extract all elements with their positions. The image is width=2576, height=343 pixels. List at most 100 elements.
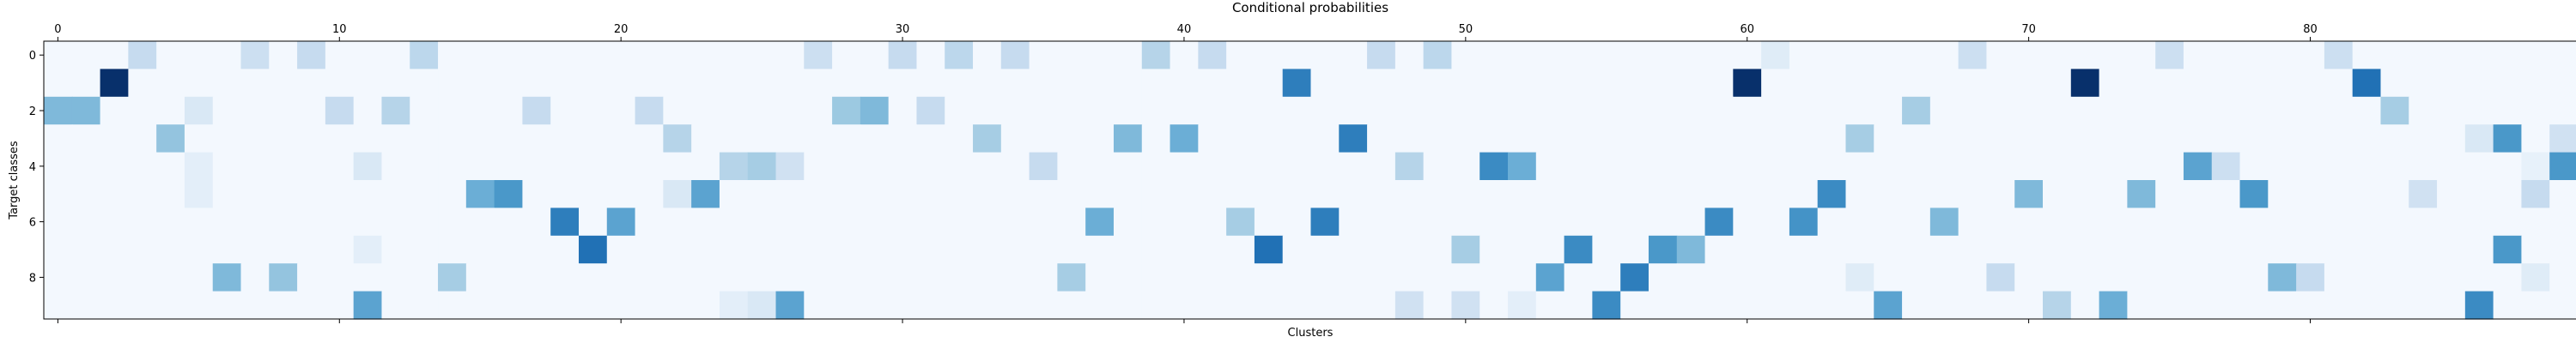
heatmap-cell	[2296, 291, 2325, 320]
heatmap-cell	[1479, 124, 1509, 153]
heatmap-cell	[888, 96, 918, 125]
heatmap-cell	[804, 180, 833, 208]
heatmap-cell	[1620, 263, 1649, 292]
heatmap-cell	[2127, 235, 2156, 264]
heatmap-cell	[297, 124, 326, 153]
x-tick-label: 60	[1740, 23, 1754, 36]
heatmap-cell	[719, 69, 749, 98]
heatmap-cell	[1141, 41, 1171, 69]
heatmap-cell	[1986, 235, 2015, 264]
heatmap-cell	[2437, 180, 2466, 208]
heatmap-cell	[100, 235, 129, 264]
heatmap-cell	[635, 69, 664, 98]
heatmap-cell	[2380, 180, 2409, 208]
heatmap-cell	[156, 69, 185, 98]
heatmap-cell	[1254, 69, 1284, 98]
heatmap-cell	[1704, 208, 1734, 237]
heatmap-cell	[747, 208, 777, 237]
heatmap-cell	[1535, 96, 1565, 125]
heatmap-cell	[1817, 208, 1847, 237]
heatmap-cell	[2521, 69, 2550, 98]
heatmap-cell	[1029, 235, 1058, 264]
heatmap-cell	[325, 235, 355, 264]
heatmap-cell	[1902, 69, 1931, 98]
heatmap-cell	[1733, 69, 1762, 98]
heatmap-cell	[1170, 208, 1199, 237]
heatmap-cell	[1029, 152, 1058, 181]
heatmap-cell	[635, 152, 664, 181]
heatmap-cell	[44, 96, 73, 125]
heatmap-cell	[100, 96, 129, 125]
heatmap-cell	[2070, 180, 2100, 208]
heatmap-cell	[2380, 152, 2409, 181]
heatmap-cell	[2493, 291, 2523, 320]
heatmap-cell	[1029, 124, 1058, 153]
heatmap-cell	[2211, 180, 2241, 208]
heatmap-cell	[1113, 124, 1143, 153]
heatmap-cell	[2521, 96, 2550, 125]
heatmap-cell	[2352, 152, 2382, 181]
heatmap-cell	[578, 235, 608, 264]
heatmap-cell	[522, 291, 551, 320]
heatmap-cell	[1141, 69, 1171, 98]
heatmap-cell	[1339, 208, 1368, 237]
heatmap-cell	[1733, 235, 1762, 264]
heatmap-cell	[1986, 41, 2015, 69]
x-tick-label: 70	[2021, 23, 2036, 36]
heatmap-cell	[860, 180, 890, 208]
heatmap-cell	[297, 96, 326, 125]
heatmap-cell	[465, 69, 495, 98]
heatmap-cell	[973, 263, 1002, 292]
heatmap-cell	[325, 208, 355, 237]
heatmap-cell	[2043, 291, 2072, 320]
heatmap-cell	[1508, 152, 1537, 181]
heatmap-cell	[2324, 208, 2354, 237]
heatmap-cell	[1929, 41, 1959, 69]
heatmap-cell	[1423, 263, 1453, 292]
heatmap-cell	[860, 69, 890, 98]
heatmap-cell	[973, 291, 1002, 320]
heatmap-cell	[2437, 96, 2466, 125]
heatmap-cell	[916, 96, 945, 125]
heatmap-cell	[860, 152, 890, 181]
heatmap-cell	[2070, 263, 2100, 292]
heatmap-cell	[325, 291, 355, 320]
heatmap-cell	[465, 41, 495, 69]
heatmap-cell	[2296, 235, 2325, 264]
heatmap-cell	[410, 124, 439, 153]
heatmap-cell	[1845, 96, 1874, 125]
heatmap-cell	[2155, 235, 2184, 264]
heatmap-cell	[606, 152, 636, 181]
heatmap-cell	[2070, 235, 2100, 264]
heatmap-cell	[1057, 208, 1086, 237]
heatmap-cell	[1451, 208, 1480, 237]
heatmap-cell	[297, 291, 326, 320]
heatmap-cell	[1226, 41, 1255, 69]
heatmap-cell	[804, 41, 833, 69]
heatmap-cell	[2211, 41, 2241, 69]
heatmap-cell	[663, 291, 692, 320]
heatmap-cell	[353, 291, 383, 320]
heatmap-cell	[832, 152, 861, 181]
heatmap-cell	[71, 152, 101, 181]
heatmap-cell	[1282, 235, 1312, 264]
heatmap-cell	[832, 124, 861, 153]
heatmap-cell	[606, 235, 636, 264]
heatmap-cell	[1733, 263, 1762, 292]
heatmap-cell	[494, 96, 524, 125]
heatmap-cell	[1704, 41, 1734, 69]
heatmap-cell	[1282, 291, 1312, 320]
heatmap-cell	[1000, 235, 1030, 264]
heatmap-cell	[1592, 235, 1621, 264]
heatmap-cell	[663, 41, 692, 69]
heatmap-cell	[832, 235, 861, 264]
heatmap-cell	[606, 291, 636, 320]
heatmap-cell	[1676, 263, 1706, 292]
heatmap-cell	[1029, 69, 1058, 98]
heatmap-cell	[2127, 69, 2156, 98]
heatmap-cell	[2127, 124, 2156, 153]
heatmap-cell	[2464, 152, 2494, 181]
heatmap-cell	[2211, 263, 2241, 292]
heatmap-cell	[2352, 235, 2382, 264]
heatmap-cell	[1508, 41, 1537, 69]
